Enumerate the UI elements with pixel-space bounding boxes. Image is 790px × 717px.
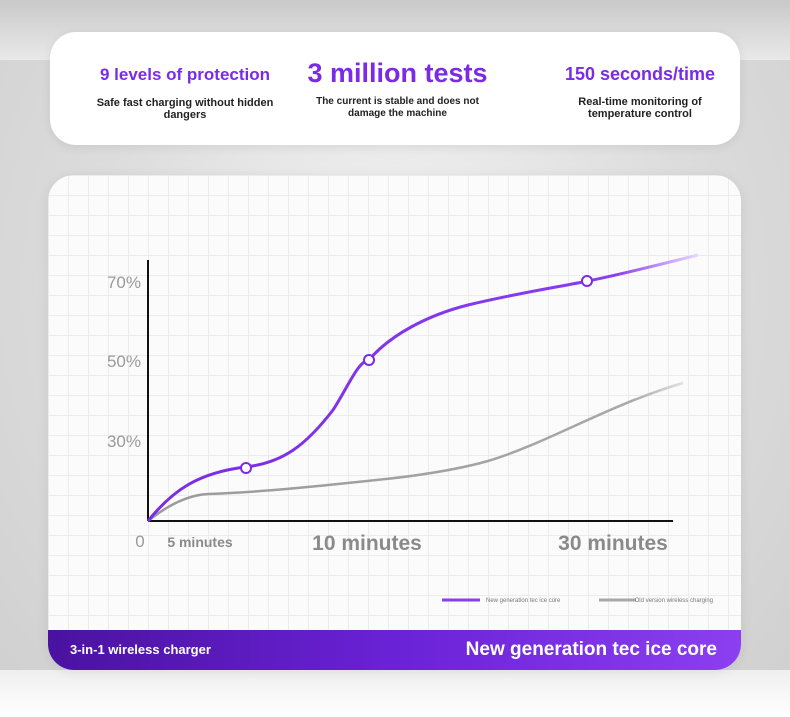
stat-description: Safe fast charging without hidden danger… [96, 97, 274, 121]
stat-description: The current is stable and does not damag… [316, 96, 479, 119]
series-new-line [146, 253, 699, 522]
x-tick-30: 30 minutes [558, 532, 668, 555]
x-tick-0: 0 [135, 532, 144, 551]
banner-feature-label: New generation tec ice core [465, 639, 717, 660]
series-old-line [147, 381, 684, 522]
x-tick-5: 5 minutes [167, 534, 233, 550]
point-new-5min [240, 462, 252, 474]
legend-old-label: Old version wireless charging [635, 598, 713, 604]
stat-description: Real-time monitoring of temperature cont… [578, 96, 702, 120]
charging-chart: 70% 50% 30% 0 5 minutes 10 minutes 30 mi… [107, 253, 713, 604]
background-bottom [0, 670, 790, 717]
x-tick-10: 10 minutes [312, 532, 422, 555]
stat-title: 150 seconds/time [564, 64, 716, 84]
stat-protection: 9 levels of protection Safe fast chargin… [75, 32, 295, 121]
point-new-30min [581, 275, 593, 287]
chart-card: 70% 50% 30% 0 5 minutes 10 minutes 30 mi… [48, 175, 741, 670]
y-tick-30: 30% [107, 432, 141, 451]
stat-tests: 3 million tests The current is stable an… [290, 32, 505, 120]
stat-title: 9 levels of protection [99, 65, 271, 84]
banner-product-label: 3-in-1 wireless charger [70, 642, 211, 657]
legend-new-label: New generation tec ice core [486, 598, 561, 604]
stat-seconds: 150 seconds/time Real-time monitoring of… [540, 32, 740, 120]
stat-title: 3 million tests [307, 58, 488, 88]
bottom-banner: 3-in-1 wireless charger New generation t… [48, 630, 741, 670]
point-new-10min [363, 354, 375, 366]
y-tick-70: 70% [107, 273, 141, 292]
stats-card: 9 levels of protection Safe fast chargin… [50, 32, 740, 145]
y-tick-50: 50% [107, 352, 141, 371]
